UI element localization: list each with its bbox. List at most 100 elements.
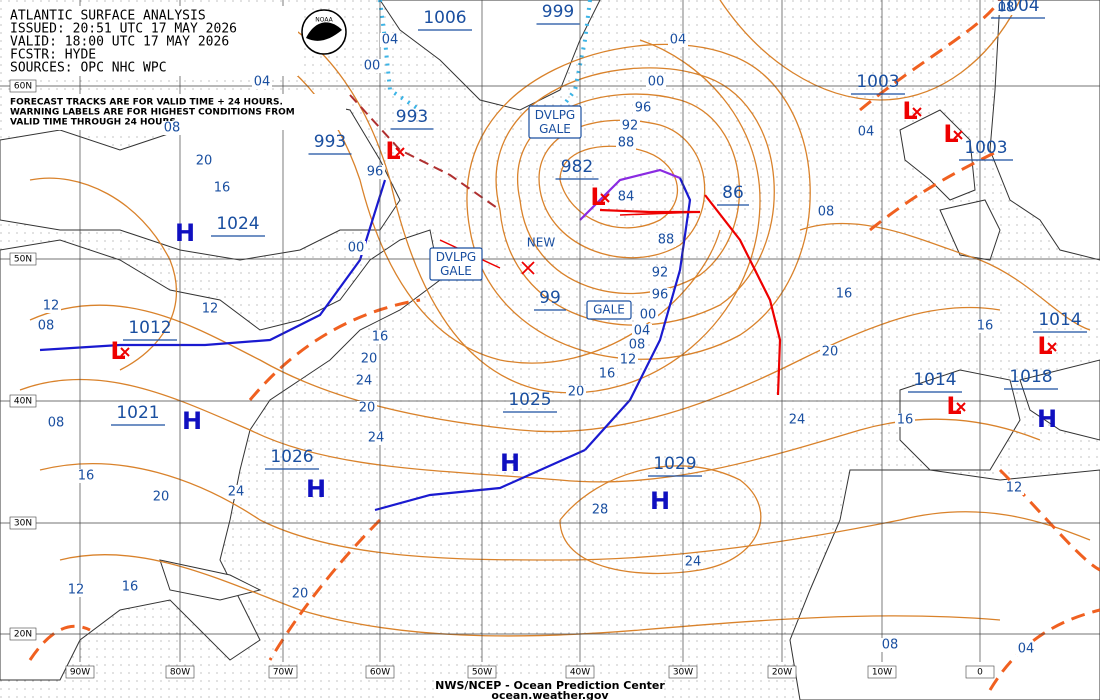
isobar-label: 08 [48,416,65,431]
isobar-label-bg [566,385,586,399]
longitude-label: 90W [70,668,90,678]
isobar-label-bg [834,287,854,301]
low-pressure-center: L [1037,332,1052,360]
longitude-label-box [867,665,897,679]
latitude-label: 20N [14,630,32,640]
isobar-label: 24 [685,555,702,570]
pressure-value: 1014 [913,370,956,390]
isobar-label-bg [856,125,876,139]
longitude-label: 50W [472,668,492,678]
isobar-label-bg [620,119,640,133]
isobar-label: 08 [629,338,646,353]
isobar-label: 12 [202,302,219,317]
longitude-label: 0 [977,668,983,678]
isobar-label: 00 [648,75,665,90]
isobar-label: 96 [652,288,669,303]
isobar-label: 08 [882,638,899,653]
pressure-value: 1012 [128,318,171,338]
isobar-label-bg [359,352,379,366]
isobar-label-bg [365,165,385,179]
pressure-value: 1021 [116,403,159,423]
isobar-label-bg [370,330,390,344]
header-line: FCSTR: HYDE [10,48,96,63]
isobar-label-bg [627,338,647,352]
pressure-value: 86 [722,183,744,203]
noaa-logo-text: NOAA [315,17,333,24]
isobar-label: 08 [164,121,181,136]
isobar-label-bg [616,190,636,204]
isobar-label-bg [290,587,310,601]
low-center-cross [395,147,405,157]
isobar-label: 20 [568,385,585,400]
note-line: VALID TIME THROUGH 24 HOURS. [10,118,179,128]
isobar-label: 16 [836,287,853,302]
latitude-label-box [9,627,37,641]
pressure-value: 99 [539,288,561,308]
isobar-label: 12 [43,299,60,314]
low-center-cross [120,347,130,357]
isobar-label: 88 [618,136,635,151]
new-label: NEW [527,236,556,250]
pressure-value: 999 [542,2,574,22]
isobar-label-bg [1016,642,1036,656]
isobar-label: 12 [620,353,637,368]
isobar-label-bg [76,469,96,483]
isobars [19,0,1091,637]
longitude-label-box [467,665,497,679]
longitude-label-box [268,665,298,679]
isobar-label-bg [226,485,246,499]
high-pressure-center: H [306,475,326,503]
isobar-label: 24 [789,413,806,428]
pressure-value: 1029 [653,454,696,474]
isobar-label: 04 [1018,642,1035,657]
low-pressure-center: L [590,183,605,211]
warning-box [528,105,582,139]
high-pressure-center: H [650,487,670,515]
longitude-label-box [668,665,698,679]
header-line: ISSUED: 20:51 UTC 17 MAY 2026 [10,22,237,37]
header-line: SOURCES: OPC NHC WPC [10,61,167,76]
low-center-cross [953,130,963,140]
isobar-label: 16 [599,367,616,382]
isobar-label: 12 [1006,481,1023,496]
isobar-label: 92 [652,266,669,281]
isobar-label: 16 [78,469,95,484]
isobar-label-bg [895,413,915,427]
longitude-label-box [965,665,995,679]
isobar-label-bg [616,136,636,150]
low-center-cross [956,402,966,412]
pressure-value: 1006 [423,8,466,28]
high-pressure-center: H [175,219,195,247]
isobar-label-bg [346,241,366,255]
longitude-label: 80W [170,668,190,678]
low-pressure-center: L [943,120,958,148]
latitude-label-box [9,516,37,530]
isobar-label: 04 [858,125,875,140]
footer-line: NWS/NCEP - Ocean Prediction Center [435,679,665,692]
isobar-label-bg [362,59,382,73]
isobar-label-bg [194,154,214,168]
isobar-label-bg [880,638,900,652]
isobar-label-bg [590,503,610,517]
isobar-label-bg [787,413,807,427]
longitude-label: 10W [872,668,892,678]
pressure-value: 1024 [216,214,259,234]
isobar-label-bg [252,75,272,89]
pressure-value: 1004 [996,0,1039,16]
isobar-label-bg [36,319,56,333]
warning-box [429,247,483,281]
isobar-label: 16 [372,330,389,345]
pressure-value: 1026 [270,447,313,467]
isobar-label: 24 [356,374,373,389]
isobar-label: 20 [196,154,213,169]
isobar-label: 16 [214,181,231,196]
pressure-value: 1003 [964,138,1007,158]
isobar-label: 84 [618,190,635,205]
isobar-label: 88 [658,233,675,248]
isobar-label: 20 [361,352,378,367]
isobar-label: 96 [635,101,652,116]
